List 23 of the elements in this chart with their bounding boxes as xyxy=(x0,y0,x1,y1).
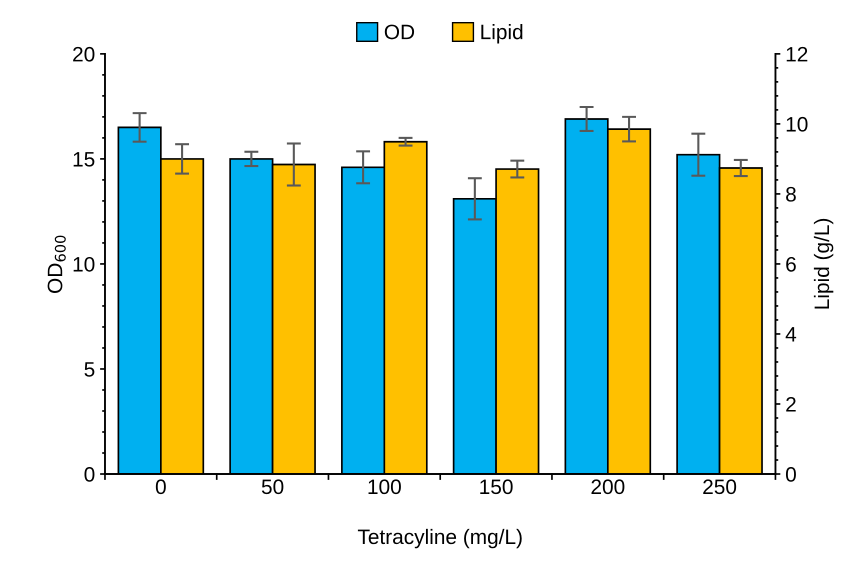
x-tick-label: 250 xyxy=(703,479,736,494)
y2-tick-label: 2 xyxy=(786,396,796,412)
y-tick-label: 10 xyxy=(74,256,94,272)
y2-tick-label: 12 xyxy=(786,46,808,62)
y-tick-label: 0 xyxy=(84,467,94,482)
y2-tick-label: 4 xyxy=(786,327,796,342)
y2-tick-label: 10 xyxy=(786,116,808,132)
y2-tick-label: 8 xyxy=(786,186,796,202)
x-tick-label: 0 xyxy=(156,479,166,494)
y2-axis-title: Lipid (g/L) xyxy=(814,218,834,309)
y2-tick-label: 6 xyxy=(786,256,796,272)
x-tick-label: 50 xyxy=(262,479,284,494)
x-axis-title: Tetracyline (mg/L) xyxy=(358,528,522,548)
y2-tick-label: 0 xyxy=(786,467,796,482)
y-tick-label: 5 xyxy=(84,362,94,377)
legend-label: OD xyxy=(384,24,414,40)
x-tick-label: 100 xyxy=(368,479,401,494)
legend-label: Lipid xyxy=(481,24,522,44)
x-tick-label: 150 xyxy=(480,479,513,494)
y-tick-label: 20 xyxy=(73,46,94,62)
y-axis-title: OD$_{600}$ xyxy=(48,236,66,293)
x-tick-label: 200 xyxy=(591,479,624,494)
y-tick-label: 15 xyxy=(74,152,94,167)
